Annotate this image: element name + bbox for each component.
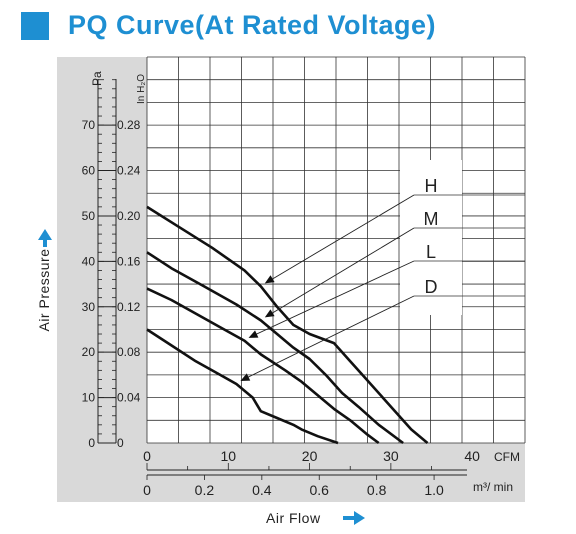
y-tick-label-primary: 70 xyxy=(82,118,96,132)
arrow-right-icon xyxy=(343,511,365,525)
legend-arrowhead-d xyxy=(240,373,251,381)
x-unit-secondary: m³/ min xyxy=(473,480,513,494)
legend-label-d: D xyxy=(425,277,438,297)
legend-leader-h xyxy=(266,194,415,283)
y-tick-label-secondary: 0.20 xyxy=(117,209,141,223)
curve-d xyxy=(146,328,339,445)
x-unit-primary: CFM xyxy=(494,450,520,464)
axis-panel xyxy=(57,57,525,502)
y-tick-label-primary: 40 xyxy=(82,254,96,268)
y-tick-label-primary: 10 xyxy=(82,391,96,405)
legend-box xyxy=(400,160,462,315)
y-axis-title-text: Air Pressure xyxy=(36,248,52,331)
legend-label-l: L xyxy=(426,242,436,262)
x-tick-label-secondary: 0.2 xyxy=(195,482,215,498)
y-axes: 0 0 10 0.04 20 0.08 30 0.12 40 0.16 50 0.20 60 0.24 70… xyxy=(82,79,141,450)
y-tick-label-secondary: 0 xyxy=(117,436,124,450)
x-tick-label-secondary: 0.6 xyxy=(310,482,330,498)
x-tick-label-primary: 0 xyxy=(143,448,151,464)
legend-arrowhead-l xyxy=(248,330,259,338)
x-tick-label-secondary: 0.4 xyxy=(252,482,272,498)
y-tick-label-primary: 20 xyxy=(82,345,96,359)
y-tick-label-secondary: 0.04 xyxy=(117,391,141,405)
x-tick-label-secondary: 1.0 xyxy=(424,482,444,498)
y-axis-title: Air Pressure xyxy=(36,229,52,332)
x-tick-label-secondary: 0 xyxy=(143,482,151,498)
x-tick-label-secondary: 0.8 xyxy=(367,482,387,498)
x-axis-title-text: Air Flow xyxy=(266,510,321,526)
legend-arrowhead-m xyxy=(264,309,275,318)
y-tick-label-primary: 0 xyxy=(88,436,95,450)
y-tick-label-primary: 60 xyxy=(82,164,96,178)
y-tick-label-secondary: 0.28 xyxy=(117,118,141,132)
legend-label-h: H xyxy=(425,176,438,196)
y-tick-label-secondary: 0.12 xyxy=(117,300,141,314)
y-tick-label-secondary: 0.24 xyxy=(117,164,141,178)
chart-title: PQ Curve(At Rated Voltage) xyxy=(68,10,437,40)
x-tick-label-primary: 40 xyxy=(464,448,480,464)
y-tick-label-secondary: 0.16 xyxy=(117,254,141,268)
legend-leader-d xyxy=(242,295,415,381)
arrow-up-icon xyxy=(38,229,52,247)
x-tick-label-primary: 10 xyxy=(221,448,237,464)
title-accent-square xyxy=(21,12,49,40)
curve-m xyxy=(146,251,404,445)
grid xyxy=(146,56,526,444)
x-tick-label-primary: 20 xyxy=(302,448,318,464)
x-axis-title: Air Flow xyxy=(266,510,365,526)
x-tick-label-primary: 30 xyxy=(383,448,399,464)
y-tick-label-primary: 50 xyxy=(82,209,96,223)
y-tick-label-primary: 30 xyxy=(82,300,96,314)
y-tick-label-secondary: 0.08 xyxy=(117,345,141,359)
legend-leader-m xyxy=(266,227,415,317)
curve-l xyxy=(146,287,380,445)
legend-label-m: M xyxy=(424,209,439,229)
curves xyxy=(146,205,429,445)
y-unit-secondary: In H₂O xyxy=(136,74,147,104)
legend-arrowhead-h xyxy=(264,275,275,284)
y-unit-primary: Pa xyxy=(90,71,104,86)
curve-h xyxy=(146,205,429,444)
x-axes: 0 10 20 30 40 0 0.2 0.4 0.6 0.8 1.0 xyxy=(143,448,480,498)
legend-leader-l xyxy=(250,260,415,338)
